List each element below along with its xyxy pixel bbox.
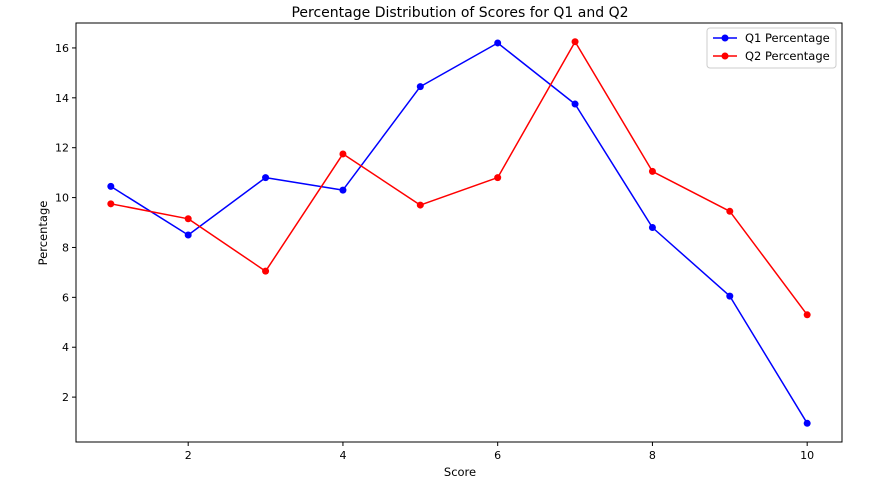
chart-title: Percentage Distribution of Scores for Q1… — [291, 5, 628, 21]
legend: Q1 Percentage Q2 Percentage — [706, 27, 837, 69]
series-1-point — [107, 182, 115, 190]
series-2-point — [494, 174, 502, 182]
series-1-point — [648, 224, 656, 232]
y-tick-label: 2 — [62, 391, 69, 404]
series-2-point — [726, 207, 734, 215]
series-1-point — [494, 39, 502, 47]
series-1-point — [416, 83, 424, 91]
plot-area — [107, 38, 811, 427]
series-2-point — [262, 267, 270, 275]
series-2-point — [416, 201, 424, 209]
series-2-point — [184, 215, 192, 223]
y-tick-label: 8 — [62, 241, 69, 254]
legend-box — [706, 27, 837, 69]
x-tick-label: 2 — [185, 449, 192, 462]
x-axis: 2 4 6 8 10 — [185, 442, 814, 462]
legend-swatch-marker — [721, 52, 729, 60]
legend-swatch-marker — [721, 34, 729, 42]
x-tick-label: 8 — [649, 449, 656, 462]
series-1-point — [339, 186, 347, 194]
x-tick-label: 10 — [800, 449, 814, 462]
series-2-point — [648, 167, 656, 175]
y-tick-label: 6 — [62, 291, 69, 304]
series-1-point — [726, 292, 734, 300]
y-tick-label: 10 — [55, 192, 69, 205]
x-tick-label: 4 — [339, 449, 346, 462]
y-axis-label: Percentage — [36, 201, 50, 266]
series-2-point — [803, 311, 811, 319]
series-line-2 — [110, 40, 808, 316]
y-tick-label: 4 — [62, 341, 69, 354]
series-line-1 — [110, 42, 808, 424]
series-2-point — [571, 38, 579, 46]
series-1-point — [262, 174, 270, 182]
series-1-point — [803, 419, 811, 427]
y-axis: 2 4 6 8 10 12 14 16 — [55, 42, 76, 404]
series-1-point — [184, 231, 192, 239]
series-2-point — [339, 150, 347, 158]
plot-frame — [75, 22, 843, 443]
y-tick-label: 16 — [55, 42, 69, 55]
series-1-point — [571, 100, 579, 108]
x-tick-label: 6 — [494, 449, 501, 462]
legend-label: Q2 Percentage — [745, 49, 830, 63]
y-tick-label: 12 — [55, 142, 69, 155]
legend-label: Q1 Percentage — [745, 31, 830, 45]
series-2-point — [107, 200, 115, 208]
x-axis-label: Score — [444, 465, 476, 479]
y-tick-label: 14 — [55, 92, 69, 105]
